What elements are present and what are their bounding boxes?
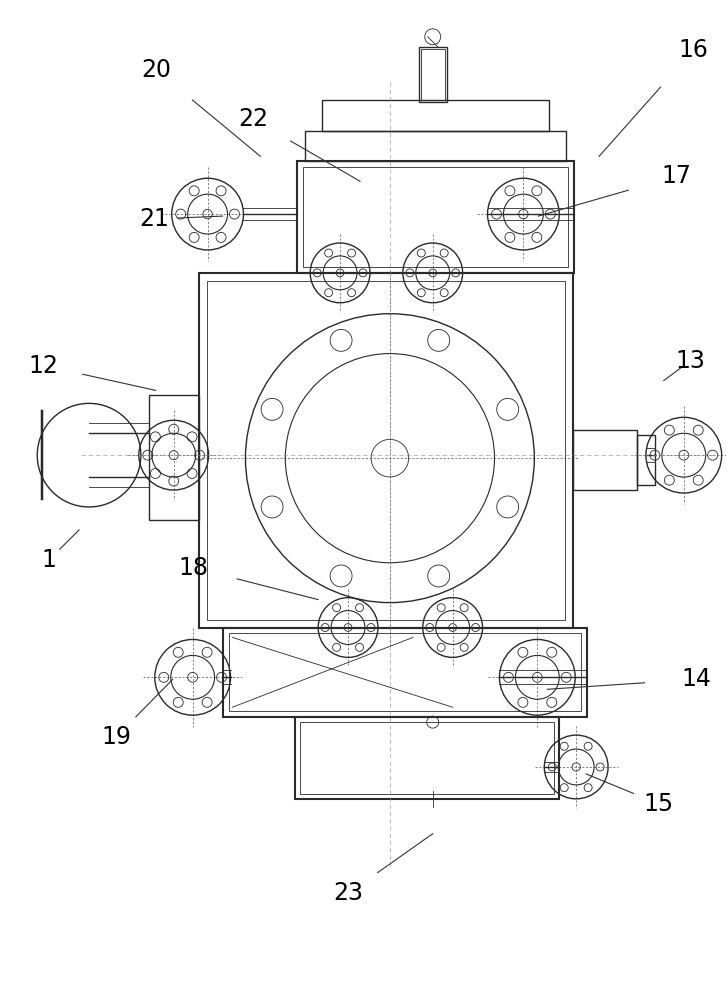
Bar [206, 281, 565, 620]
Text: 22: 22 [238, 107, 268, 131]
Text: 20: 20 [141, 58, 171, 82]
Bar [322, 100, 550, 131]
Bar [303, 167, 569, 267]
Bar [305, 131, 566, 161]
Text: 17: 17 [662, 164, 691, 188]
Bar [421, 49, 445, 100]
Text: 1: 1 [41, 548, 57, 572]
Bar [222, 628, 587, 717]
Bar [300, 722, 554, 794]
Bar [573, 430, 637, 490]
Text: 12: 12 [28, 354, 58, 378]
Text: 15: 15 [644, 792, 674, 816]
Bar [295, 717, 559, 799]
Text: 18: 18 [179, 556, 209, 580]
Bar [149, 395, 198, 520]
Bar [419, 47, 446, 102]
Text: 23: 23 [333, 881, 363, 905]
Text: 16: 16 [679, 38, 709, 62]
Text: 21: 21 [139, 207, 169, 231]
Bar [637, 435, 655, 485]
Bar [297, 161, 574, 273]
Text: 14: 14 [682, 667, 712, 691]
Bar [228, 633, 581, 711]
Text: 19: 19 [101, 725, 131, 749]
Bar [198, 273, 573, 628]
Text: 13: 13 [676, 349, 706, 373]
